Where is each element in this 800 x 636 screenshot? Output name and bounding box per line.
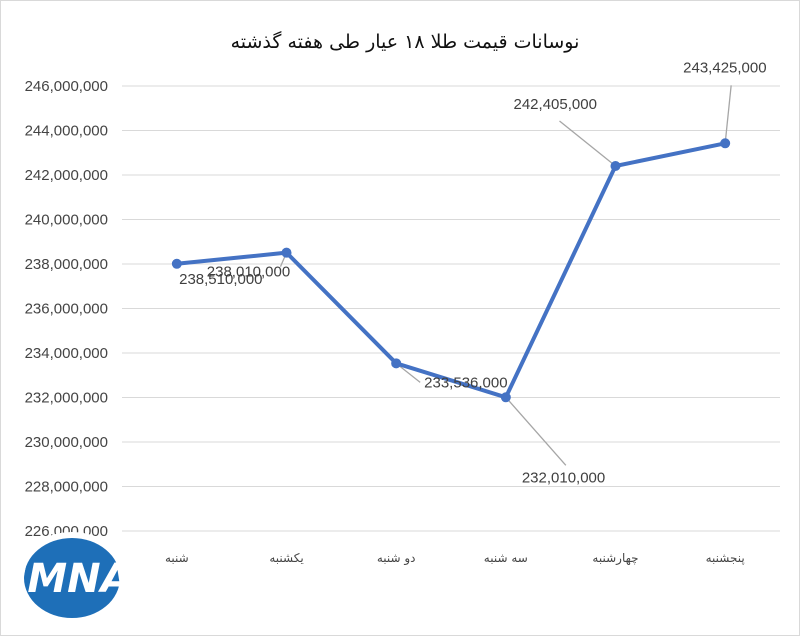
x-category-label: دو شنبه <box>377 551 416 566</box>
series-line <box>171 138 731 403</box>
y-tick-label: 234,000,000 <box>25 345 108 362</box>
data-point <box>281 247 292 258</box>
y-tick-label: 230,000,000 <box>25 434 108 451</box>
y-tick-label: 236,000,000 <box>25 301 108 318</box>
data-label: 233,536,000 <box>424 374 507 391</box>
data-point <box>500 392 511 403</box>
series-polyline <box>176 141 726 400</box>
y-tick-label: 246,000,000 <box>25 78 108 95</box>
data-point <box>610 160 621 171</box>
logo-disc <box>24 538 120 618</box>
data-label-leader <box>724 85 732 144</box>
data-label: 232,010,000 <box>522 469 605 486</box>
y-tick-label: 244,000,000 <box>25 123 108 140</box>
data-label-leader <box>505 396 567 466</box>
data-label: 238,510,000 <box>179 271 262 288</box>
logo-text: IMNA <box>12 556 131 602</box>
y-tick-label: 238,000,000 <box>25 256 108 273</box>
y-tick-label: 240,000,000 <box>25 212 108 229</box>
data-label-leader <box>559 120 616 167</box>
gridlines <box>122 85 780 532</box>
x-category-label: یکشنبه <box>269 551 303 565</box>
data-label: 238,010,000 <box>207 264 290 281</box>
y-tick-label: 242,000,000 <box>25 167 108 184</box>
data-point <box>391 358 402 369</box>
x-category-label: شنبه <box>165 551 189 565</box>
y-tick-label: 232,000,000 <box>25 390 108 407</box>
x-axis-categories: شنبه یکشنبه دو شنبه سه شنبه چهارشنبه پنجشنبه <box>165 551 745 566</box>
data-label: 243,425,000 <box>683 59 766 76</box>
chart-title: نوسانات قیمت طلا ۱۸ عیار طی هفته گذشته <box>231 30 580 53</box>
x-category-label: سه شنبه <box>484 551 528 565</box>
x-category-label: پنجشنبه <box>706 551 745 565</box>
data-point <box>720 138 731 149</box>
x-category-label: چهارشنبه <box>592 551 638 566</box>
imna-logo: IMNA <box>12 532 132 624</box>
data-label: 242,405,000 <box>514 96 597 113</box>
data-point <box>171 258 182 269</box>
y-tick-label: 228,000,000 <box>25 479 108 496</box>
